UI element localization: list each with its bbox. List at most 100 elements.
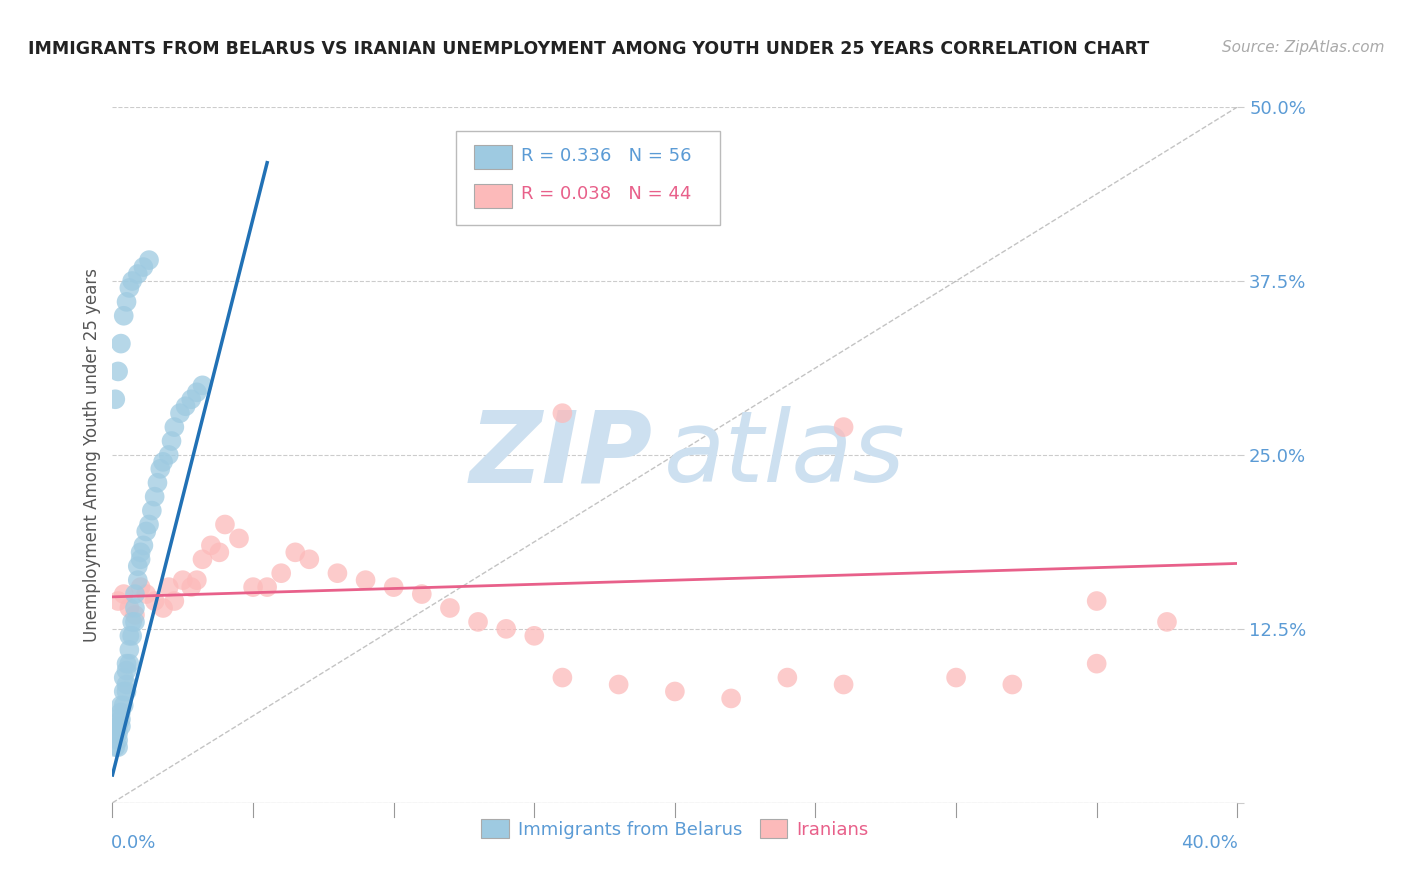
Point — [112, 698, 135, 713]
Text: IMMIGRANTS FROM BELARUS VS IRANIAN UNEMPLOYMENT AMONG YOUTH UNDER 25 YEARS CORRE: IMMIGRANTS FROM BELARUS VS IRANIAN UNEMP… — [28, 40, 1149, 58]
Point — [163, 420, 186, 434]
Point — [242, 580, 264, 594]
Point — [124, 587, 146, 601]
Point — [143, 490, 166, 504]
Point — [1001, 677, 1024, 691]
Point — [141, 503, 163, 517]
Point — [191, 552, 214, 566]
Point — [228, 532, 250, 546]
Point — [152, 455, 174, 469]
Point — [186, 573, 208, 587]
Point — [495, 622, 517, 636]
Point — [191, 378, 214, 392]
Point — [1085, 594, 1108, 608]
Point — [104, 712, 127, 726]
Point — [132, 538, 155, 552]
Point — [832, 677, 855, 691]
Point — [118, 657, 141, 671]
Point — [124, 601, 146, 615]
Point — [121, 274, 143, 288]
Point — [180, 580, 202, 594]
Point — [180, 392, 202, 407]
Point — [664, 684, 686, 698]
Point — [149, 462, 172, 476]
Text: ZIP: ZIP — [470, 407, 652, 503]
Point — [110, 336, 132, 351]
Point — [382, 580, 405, 594]
Point — [104, 740, 127, 755]
Point — [720, 691, 742, 706]
Point — [157, 580, 180, 594]
Point — [112, 671, 135, 685]
Point — [270, 566, 292, 581]
Point — [1085, 657, 1108, 671]
Point — [107, 719, 129, 733]
Text: atlas: atlas — [664, 407, 905, 503]
Point — [200, 538, 222, 552]
Point — [208, 545, 231, 559]
Point — [945, 671, 967, 685]
Point — [607, 677, 630, 691]
Point — [107, 726, 129, 740]
Point — [129, 580, 152, 594]
Point — [832, 420, 855, 434]
FancyBboxPatch shape — [456, 131, 720, 226]
Point — [146, 475, 169, 490]
Point — [354, 573, 377, 587]
Point — [118, 281, 141, 295]
Point — [284, 545, 307, 559]
Point — [160, 434, 183, 448]
Point — [110, 712, 132, 726]
Point — [298, 552, 321, 566]
Text: 0.0%: 0.0% — [111, 834, 156, 852]
Point — [256, 580, 278, 594]
Point — [104, 392, 127, 407]
Point — [107, 594, 129, 608]
Point — [172, 573, 194, 587]
FancyBboxPatch shape — [474, 145, 512, 169]
Point — [163, 594, 186, 608]
Point — [112, 309, 135, 323]
Point — [214, 517, 236, 532]
Point — [439, 601, 461, 615]
Point — [118, 629, 141, 643]
Point — [124, 607, 146, 622]
Point — [523, 629, 546, 643]
Point — [121, 629, 143, 643]
Point — [115, 684, 138, 698]
Point — [107, 740, 129, 755]
FancyBboxPatch shape — [474, 185, 512, 208]
Text: R = 0.336   N = 56: R = 0.336 N = 56 — [520, 147, 692, 165]
Point — [104, 726, 127, 740]
Point — [138, 253, 160, 268]
Point — [127, 559, 149, 574]
Point — [326, 566, 349, 581]
Point — [115, 294, 138, 309]
Point — [110, 698, 132, 713]
Point — [127, 573, 149, 587]
Point — [129, 545, 152, 559]
Point — [135, 587, 157, 601]
Text: R = 0.038   N = 44: R = 0.038 N = 44 — [520, 185, 692, 203]
Point — [132, 260, 155, 274]
Point — [551, 406, 574, 420]
Point — [411, 587, 433, 601]
Point — [107, 364, 129, 378]
Point — [551, 671, 574, 685]
Text: Source: ZipAtlas.com: Source: ZipAtlas.com — [1222, 40, 1385, 55]
Point — [110, 706, 132, 720]
Point — [169, 406, 191, 420]
Text: 40.0%: 40.0% — [1181, 834, 1239, 852]
Point — [118, 642, 141, 657]
Point — [1156, 615, 1178, 629]
Point — [135, 524, 157, 539]
Point — [115, 664, 138, 678]
Point — [129, 552, 152, 566]
Point — [118, 601, 141, 615]
Point — [127, 267, 149, 281]
Point — [776, 671, 799, 685]
Point — [121, 615, 143, 629]
Point — [174, 399, 197, 413]
Point — [143, 594, 166, 608]
Point — [112, 684, 135, 698]
